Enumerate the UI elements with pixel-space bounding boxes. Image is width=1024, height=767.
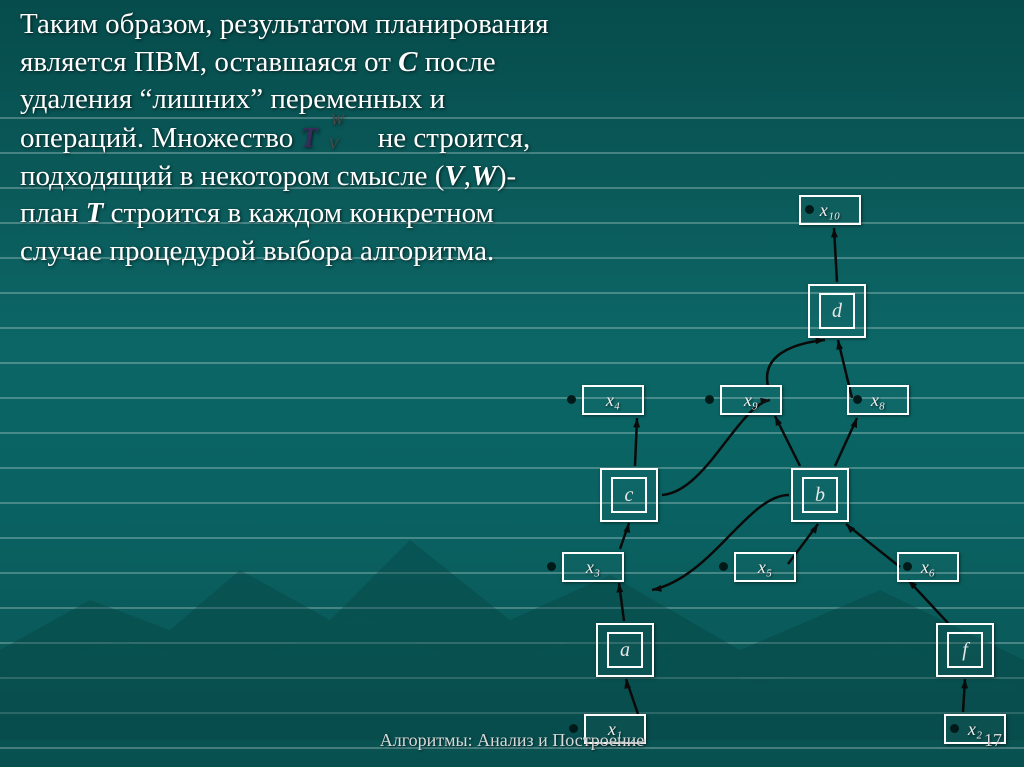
diagram-edges xyxy=(0,0,1024,767)
footer-title: Алгоритмы: Анализ и Построение xyxy=(0,730,1024,751)
slide: Таким образом, результатом планирования … xyxy=(0,0,1024,767)
footer-page: 17 xyxy=(984,730,1002,751)
